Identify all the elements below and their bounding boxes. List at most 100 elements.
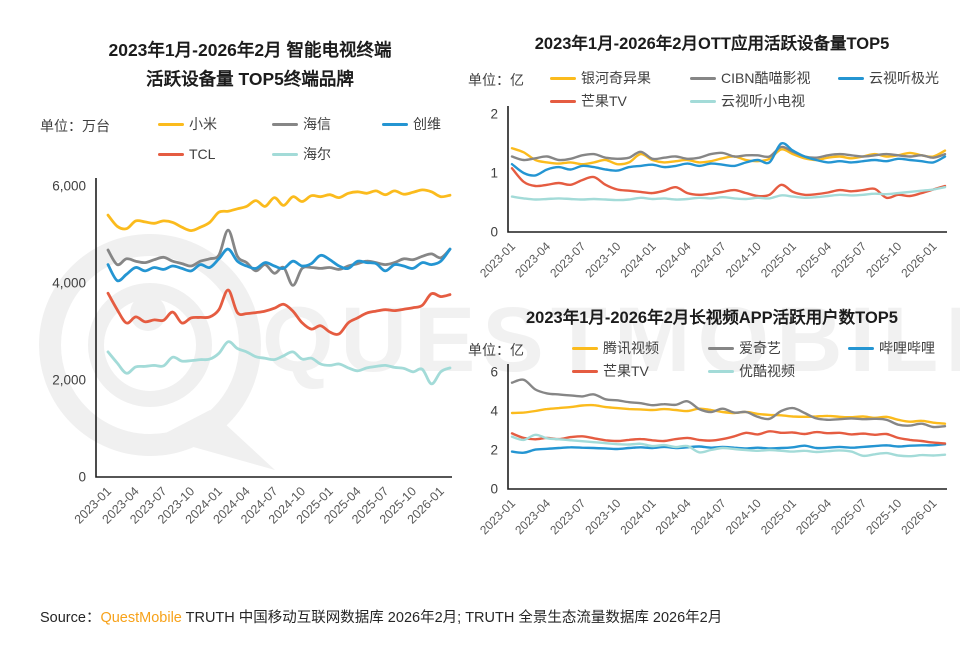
legend-item: 腾讯视频	[572, 338, 708, 358]
x-tick-label: 2025-01	[758, 496, 799, 537]
legend-swatch	[708, 346, 734, 350]
y-tick-label: 0	[490, 482, 498, 497]
chart-header: 单位：亿 腾讯视频 爱奇艺 哔哩哔哩芒果TV 优酷视频	[468, 336, 956, 380]
x-tick-label: 2024-10	[723, 496, 764, 537]
axis-lines	[507, 106, 947, 233]
x-tick-label: 2025-04	[793, 496, 834, 537]
x-tick-label: 2024-01	[618, 496, 659, 537]
legend-label: 海信	[303, 116, 331, 132]
y-tick-label: 4	[490, 404, 498, 419]
line-plot-smart-tv: 02,0004,0006,0002023-012023-042023-07202…	[52, 178, 452, 527]
series-line-海尔	[106, 340, 452, 386]
unit-label: 单位：亿	[468, 72, 524, 88]
y-tick-label: 2	[490, 443, 498, 458]
legend-item: 云视听小电视	[690, 91, 838, 111]
legend-item: 银河奇异果	[550, 68, 690, 88]
legend-item: 芒果TV	[572, 361, 708, 381]
series-line-小米	[106, 188, 452, 232]
y-tick-label: 6,000	[52, 179, 86, 194]
y-tick-label: 4,000	[52, 276, 86, 291]
x-tick-label: 2025-10	[863, 239, 904, 280]
legend: 腾讯视频 爱奇艺 哔哩哔哩芒果TV 优酷视频	[572, 338, 935, 381]
x-tick-label: 2023-07	[547, 496, 588, 537]
series-line-芒果TV	[510, 167, 947, 200]
x-tick-label: 2024-07	[688, 239, 729, 280]
y-tick-label: 2	[490, 107, 498, 122]
legend-item: 海尔	[272, 144, 382, 164]
legend-swatch	[158, 122, 184, 126]
x-tick-label: 2024-01	[618, 239, 659, 280]
series-line-腾讯视频	[510, 403, 947, 425]
series-line-CIBN酷喵影视	[510, 145, 947, 162]
y-tick-label: 6	[490, 365, 498, 380]
legend-label: 哔哩哔哩	[879, 340, 935, 356]
questmobile-logo-icon	[39, 234, 275, 470]
legend-label: TCL	[189, 146, 216, 162]
x-tick-label: 2024-04	[653, 239, 694, 280]
x-tick-label: 2026-01	[898, 239, 939, 280]
legend-swatch	[550, 76, 576, 80]
source-line: Source：QuestMobile TRUTH 中国移动互联网数据库 2026…	[40, 606, 722, 627]
y-tick-label: 0	[78, 470, 86, 485]
legend-label: 腾讯视频	[603, 340, 659, 356]
chart-title-line1: 2023年1月-2026年2月长视频APP活跃用户数TOP5	[526, 309, 898, 327]
x-tick-label: 2024-04	[653, 496, 694, 537]
chart-long-video-apps: 2023年1月-2026年2月长视频APP活跃用户数TOP5 单位：亿 腾讯视频…	[468, 302, 956, 582]
x-tick-label: 2023-04	[512, 239, 553, 280]
legend-item: 创维	[382, 114, 441, 134]
line-plot-ott: 0122023-012023-042023-072023-102024-0120…	[477, 106, 947, 280]
chart-title-line1: 2023年1月-2026年2月OTT应用活跃设备量TOP5	[534, 35, 890, 53]
source-label: Source：	[40, 610, 101, 626]
unit-label: 单位：万台	[40, 118, 110, 134]
legend-label: 云视听小电视	[721, 93, 805, 109]
legend-item: 芒果TV	[550, 91, 690, 111]
legend-swatch	[708, 369, 734, 373]
x-tick-label: 2024-07	[688, 496, 729, 537]
source-text: TRUTH 中国移动互联网数据库 2026年2月; TRUTH 全景生态流量数据…	[181, 610, 723, 626]
legend-swatch	[838, 76, 864, 80]
chart-ott-apps: 2023年1月-2026年2月OTT应用活跃设备量TOP5 单位：亿 银河奇异果…	[468, 28, 956, 300]
legend-item: 海信	[272, 114, 382, 134]
legend-label: 爱奇艺	[739, 340, 781, 356]
x-tick-label: 2024-10	[723, 239, 764, 280]
legend-item: 哔哩哔哩	[848, 338, 935, 358]
legend-label: 海尔	[303, 146, 331, 162]
chart-title: 2023年1月-2026年2月长视频APP活跃用户数TOP5	[468, 306, 956, 330]
chart-smart-tv-brands: 2023年1月-2026年2月 智能电视终端 活跃设备量 TOP5终端品牌 单位…	[40, 30, 460, 575]
x-tick-label: 2023-10	[582, 239, 623, 280]
y-tick-label: 1	[490, 166, 498, 181]
chart-title: 2023年1月-2026年2月 智能电视终端 活跃设备量 TOP5终端品牌	[40, 36, 460, 94]
x-tick-label: 2025-01	[758, 239, 799, 280]
series-line-创维	[106, 247, 452, 283]
chart-header: 单位：亿 银河奇异果 CIBN酷喵影视 云视听极光芒果TV 云视听小电视	[468, 66, 956, 114]
legend-swatch	[158, 152, 184, 156]
x-tick-label: 2023-04	[512, 496, 553, 537]
x-tick-label: 2025-04	[793, 239, 834, 280]
legend-item: 优酷视频	[708, 361, 848, 381]
legend-label: 芒果TV	[581, 93, 627, 109]
x-tick-label: 2023-07	[547, 239, 588, 280]
legend-label: 小米	[189, 116, 217, 132]
legend-swatch	[550, 99, 576, 103]
x-tick-label: 2025-07	[828, 239, 869, 280]
series-line-爱奇艺	[510, 378, 947, 429]
legend-label: 云视听极光	[869, 70, 939, 86]
x-tick-label: 2023-10	[582, 496, 623, 537]
x-tick-label: 2023-01	[477, 496, 518, 537]
unit-label: 单位：亿	[468, 342, 524, 358]
chart-title: 2023年1月-2026年2月OTT应用活跃设备量TOP5	[468, 32, 956, 56]
y-tick-label: 2,000	[52, 373, 86, 388]
legend-item: TCL	[158, 144, 272, 164]
legend-item: CIBN酷喵影视	[690, 68, 838, 88]
legend-swatch	[272, 152, 298, 156]
legend-swatch	[690, 76, 716, 80]
legend-item: 爱奇艺	[708, 338, 848, 358]
legend-label: 芒果TV	[603, 363, 649, 379]
line-plot-long-video: 02462023-012023-042023-072023-102024-012…	[477, 364, 947, 537]
axis-lines	[507, 364, 947, 490]
legend: 银河奇异果 CIBN酷喵影视 云视听极光芒果TV 云视听小电视	[550, 68, 939, 111]
axis-lines	[95, 178, 452, 478]
x-tick-label: 2025-10	[863, 496, 904, 537]
legend-swatch	[848, 346, 874, 350]
